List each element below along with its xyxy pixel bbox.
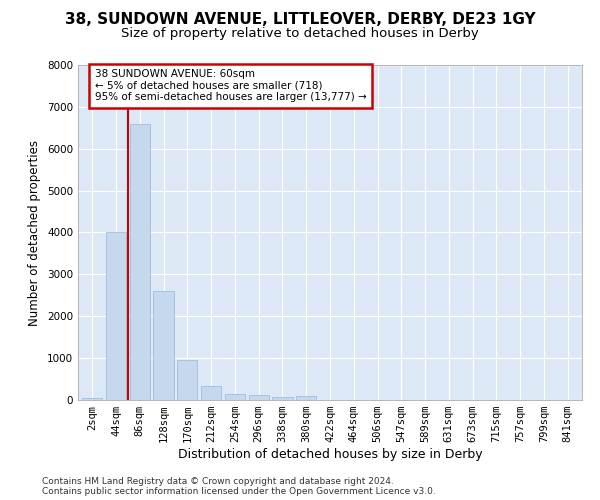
- Text: 38, SUNDOWN AVENUE, LITTLEOVER, DERBY, DE23 1GY: 38, SUNDOWN AVENUE, LITTLEOVER, DERBY, D…: [65, 12, 535, 28]
- Bar: [130, 124, 150, 400]
- Bar: [272, 397, 293, 400]
- Bar: [154, 291, 173, 400]
- Text: Size of property relative to detached houses in Derby: Size of property relative to detached ho…: [121, 28, 479, 40]
- Bar: [296, 396, 316, 400]
- Bar: [201, 386, 221, 400]
- Bar: [82, 398, 103, 400]
- Bar: [106, 232, 126, 400]
- Text: Contains HM Land Registry data © Crown copyright and database right 2024.: Contains HM Land Registry data © Crown c…: [42, 477, 394, 486]
- Bar: [225, 394, 245, 400]
- Text: Contains public sector information licensed under the Open Government Licence v3: Contains public sector information licen…: [42, 487, 436, 496]
- Bar: [177, 360, 197, 400]
- Bar: [248, 395, 269, 400]
- Text: 38 SUNDOWN AVENUE: 60sqm
← 5% of detached houses are smaller (718)
95% of semi-d: 38 SUNDOWN AVENUE: 60sqm ← 5% of detache…: [95, 69, 367, 102]
- Y-axis label: Number of detached properties: Number of detached properties: [28, 140, 41, 326]
- X-axis label: Distribution of detached houses by size in Derby: Distribution of detached houses by size …: [178, 448, 482, 461]
